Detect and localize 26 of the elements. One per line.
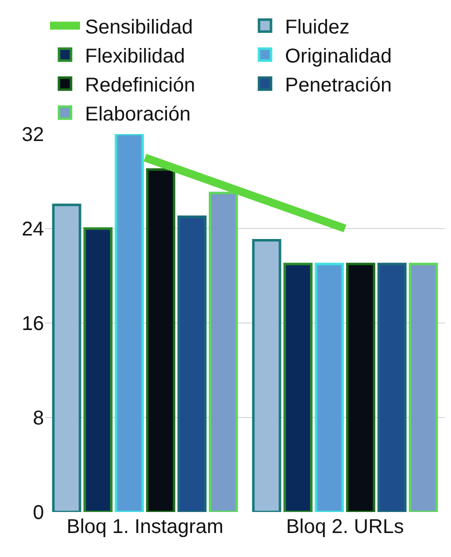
bar xyxy=(346,262,376,512)
y-tick-label: 0 xyxy=(32,502,44,524)
bar xyxy=(52,204,82,512)
legend-label: Originalidad xyxy=(285,45,392,68)
bar xyxy=(83,227,113,512)
y-tick-label: 32 xyxy=(22,124,44,146)
x-tick-label: Bloq 1. Instagram xyxy=(66,516,224,538)
y-tick-label: 16 xyxy=(22,313,44,335)
bar xyxy=(208,192,238,512)
legend-label: Elaboración xyxy=(85,103,191,126)
y-tick-label: 24 xyxy=(22,218,44,240)
legend-label: Fluidez xyxy=(285,16,350,38)
bar xyxy=(377,262,407,512)
bar xyxy=(177,215,207,512)
bar xyxy=(146,168,176,512)
bar xyxy=(408,262,438,512)
bar xyxy=(252,239,282,512)
legend-label: Flexibilidad xyxy=(85,45,186,68)
x-tick-label: Bloq 2. URLs xyxy=(286,516,404,538)
legend-label: Sensibilidad xyxy=(85,16,193,38)
bar xyxy=(314,262,344,512)
legend-label: Redefinición xyxy=(85,74,196,96)
legend-label: Penetración xyxy=(285,74,392,96)
bar xyxy=(283,262,313,512)
y-tick-label: 8 xyxy=(32,408,44,430)
bar xyxy=(114,134,144,512)
